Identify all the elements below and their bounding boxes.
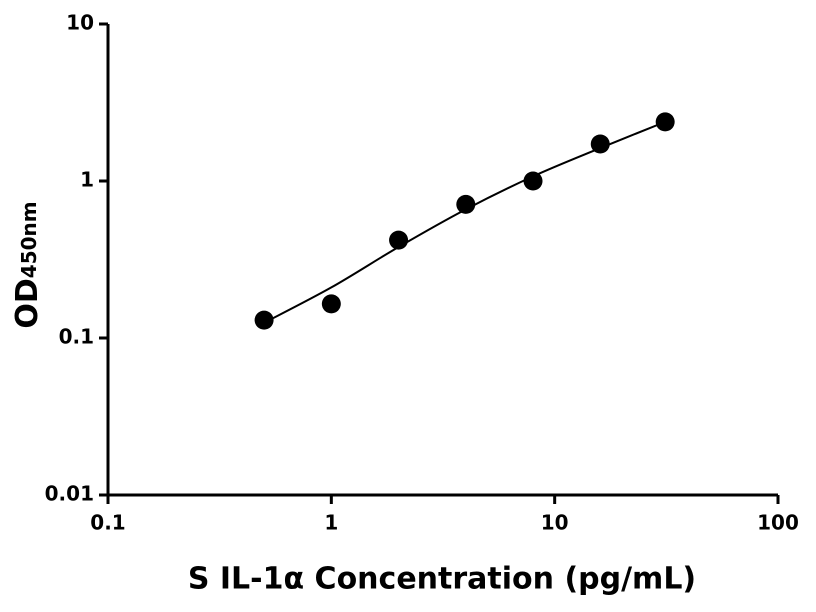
y-axis-title: OD450nm (10, 201, 45, 328)
x-tick-label: 10 (541, 511, 569, 535)
x-axis-title: S IL-1α Concentration (pg/mL) (188, 562, 696, 597)
data-point (655, 112, 675, 132)
data-point (321, 294, 341, 314)
x-tick-label: 1 (324, 511, 338, 535)
data-point (523, 171, 543, 191)
y-axis-title-subscript: 450nm (17, 201, 41, 278)
y-tick-label: 0.1 (59, 325, 94, 349)
y-tick-label: 0.01 (45, 482, 94, 506)
y-axis-title-main: OD (10, 278, 45, 328)
x-tick-label: 100 (757, 511, 799, 535)
data-point (590, 134, 610, 154)
y-tick-label: 1 (80, 168, 94, 192)
x-tick-label: 0.1 (90, 511, 125, 535)
data-point (389, 230, 409, 250)
data-point (456, 194, 476, 214)
data-point (254, 310, 274, 330)
y-tick-label: 10 (66, 11, 94, 35)
